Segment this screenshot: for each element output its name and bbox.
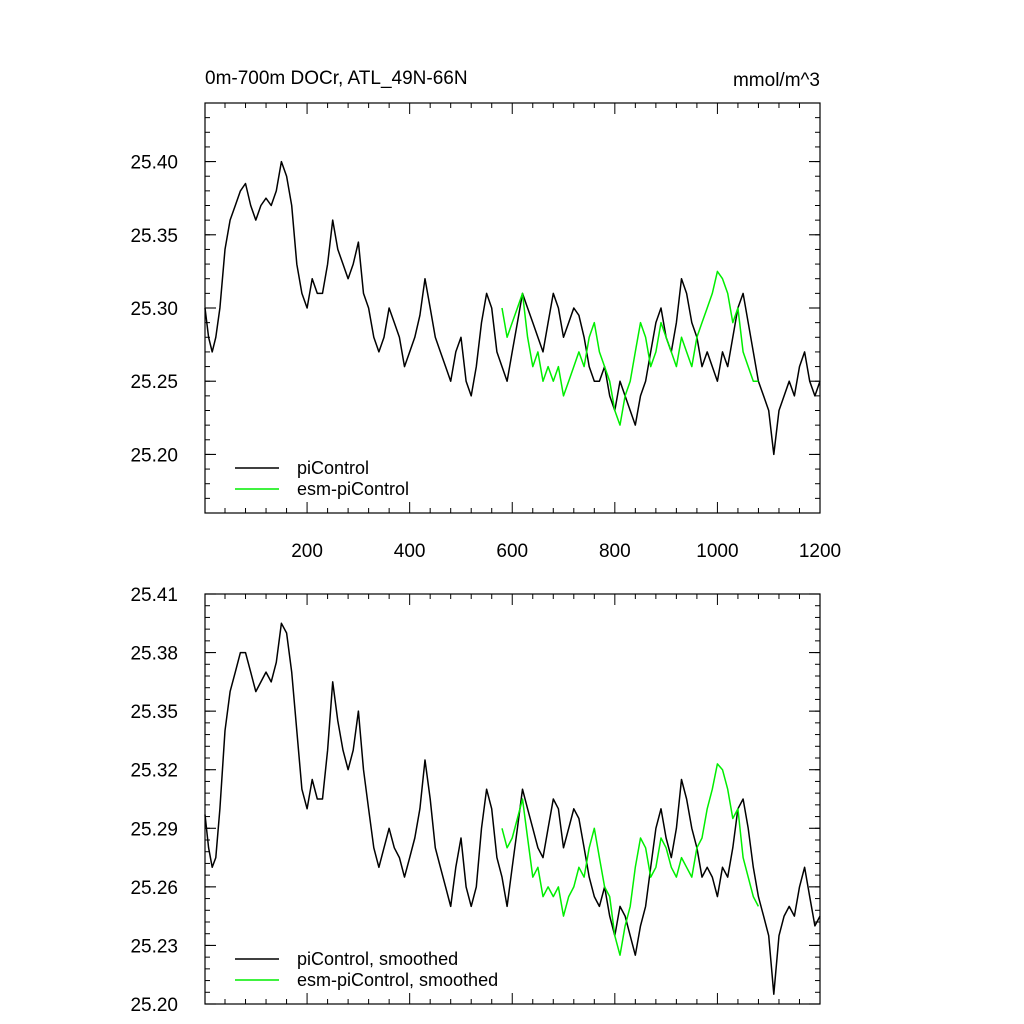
- bottom-panel: 25.20 25.23 25.26 25.29 25.32 25.35 25.38 25.41…: [130, 585, 821, 1016]
- x-tick-label: 1200: [799, 541, 841, 562]
- legend-label: piControl, smoothed: [297, 949, 458, 969]
- y-tick-label: 25.20: [130, 995, 178, 1016]
- y-tick-label: 25.38: [130, 644, 178, 665]
- y-tick-label: 25.30: [130, 299, 178, 320]
- x-tick-label: 200: [291, 541, 323, 562]
- plot-frame: [204, 593, 821, 1005]
- y-tick-label: 25.20: [130, 445, 178, 466]
- series-line-esm-picontrol: [501, 763, 760, 956]
- y-tick-label: 25.35: [130, 226, 178, 247]
- y-tick-label: 25.26: [130, 878, 178, 899]
- y-tick-label: 25.25: [130, 372, 178, 393]
- x-tick-label: 1000: [696, 541, 738, 562]
- y-tick-label: 25.29: [130, 819, 178, 840]
- y-tick-label: 25.40: [130, 153, 178, 174]
- x-tick-label: 600: [496, 541, 528, 562]
- axis-ticks: 25.20 25.23 25.26 25.29 25.32 25.35 25.38 25.41: [130, 585, 821, 1016]
- x-tick-label: 400: [394, 541, 426, 562]
- series-line-esm-picontrol: [501, 270, 759, 426]
- plot-frame: [204, 102, 821, 514]
- units-label: mmol/m^3: [733, 70, 820, 91]
- y-tick-label: 25.32: [130, 761, 178, 782]
- top-panel: 25.20 25.25 25.30 25.35 25.40 200 400 600 800 100…: [130, 102, 841, 562]
- y-tick-label: 25.23: [130, 936, 178, 957]
- legend-label: esm-piControl, smoothed: [297, 970, 498, 990]
- x-tick-label: 800: [599, 541, 631, 562]
- legend-label: esm-piControl: [297, 479, 409, 499]
- series-layer: [204, 160, 821, 456]
- chart-title: 0m-700m DOCr, ATL_49N-66N: [205, 68, 468, 89]
- series-line-picontrol: [204, 160, 821, 456]
- y-tick-label: 25.41: [130, 585, 178, 606]
- legend-label: piControl: [297, 458, 369, 478]
- axis-ticks: 25.20 25.25 25.30 25.35 25.40 200 400 600 800 100…: [130, 102, 841, 562]
- y-tick-label: 25.35: [130, 702, 178, 723]
- series-layer: [204, 622, 821, 995]
- series-line-picontrol: [204, 622, 821, 995]
